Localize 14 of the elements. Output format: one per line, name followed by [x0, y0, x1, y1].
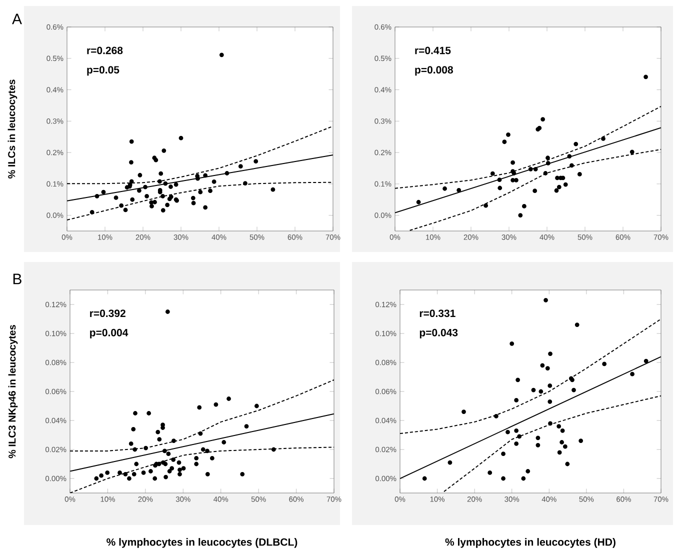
annotation: p=0.008	[415, 66, 453, 76]
annotation: p=0.004	[90, 328, 128, 338]
annotation: r=0.415	[415, 46, 451, 54]
chart-title: B	[13, 274, 22, 284]
x-axis-title: % lymphocytes in leucocytes (DLBCL)	[106, 538, 298, 548]
annotation: r=0.331	[420, 310, 456, 318]
x-axis-title: % lymphocytes in leucocytes (HD)	[445, 538, 616, 548]
annotation: r=0.268	[87, 46, 123, 54]
annotation: p=0.05	[87, 66, 120, 76]
y-axis-title: % ILCs in leucocytes	[8, 80, 18, 178]
annotation: r=0.392	[90, 310, 126, 318]
chart-title: A	[12, 14, 22, 24]
annotation: p=0.043	[420, 328, 458, 338]
y-axis-title: % ILC3 NKp46 in leucocytes	[8, 324, 18, 458]
